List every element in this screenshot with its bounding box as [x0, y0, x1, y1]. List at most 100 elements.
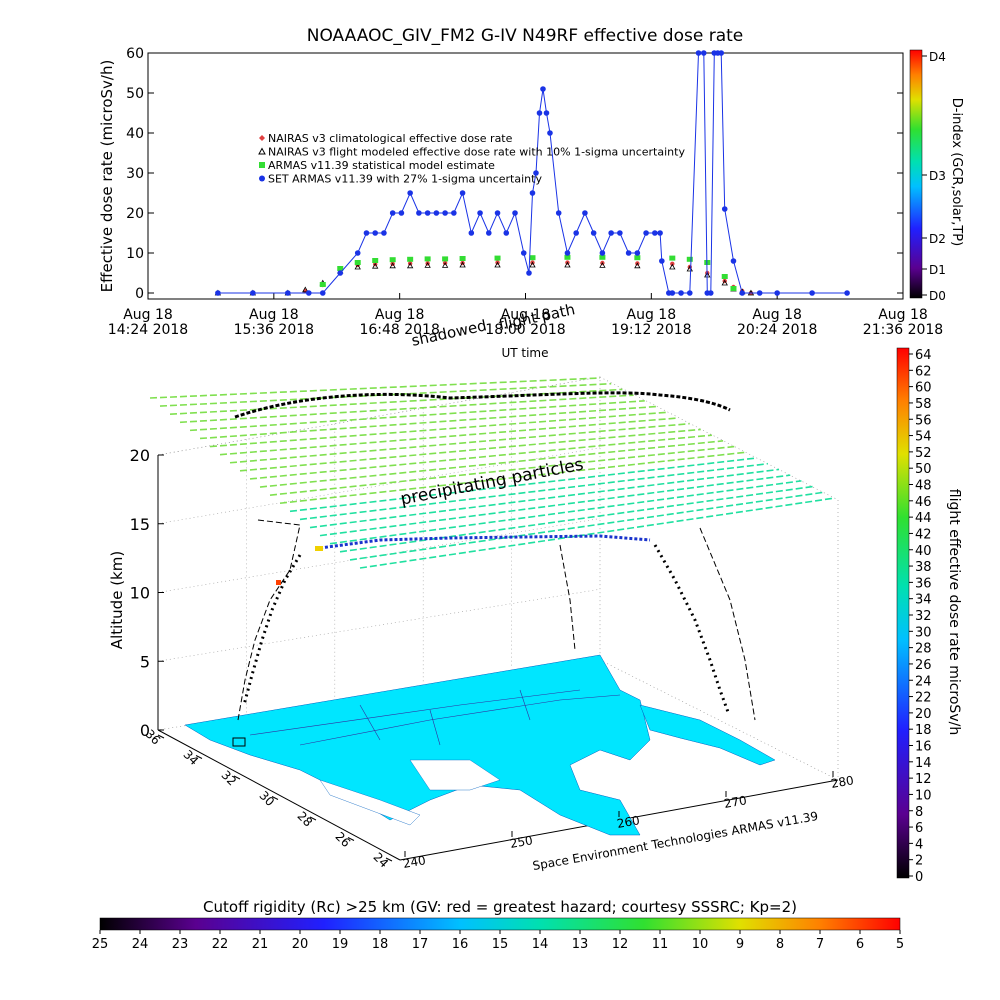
point-set-armas — [599, 250, 606, 256]
point-nairas-flight — [406, 262, 414, 269]
point-armas-model — [319, 282, 326, 287]
particle-row — [329, 480, 802, 545]
point-set-armas — [485, 230, 492, 236]
point-nairas-flight — [564, 261, 571, 268]
dose-tick-label: 8 — [915, 805, 923, 820]
x-tick-label-time: 16:48 2018 — [359, 322, 439, 338]
point-nairas-flight — [441, 262, 449, 268]
point-set-armas — [494, 210, 501, 216]
legend-marker — [259, 135, 265, 141]
legend: NAIRAS v3 climatological effective dose … — [258, 132, 685, 186]
dindex-tick-label: D2 — [929, 232, 946, 246]
dose-tick-label: 16 — [915, 740, 932, 755]
point-set-armas — [533, 170, 539, 176]
point-set-armas — [459, 190, 466, 196]
point-set-armas — [721, 206, 728, 212]
point-nairas-flight — [599, 262, 606, 268]
particle-row — [259, 440, 724, 488]
dose-tick-label: 48 — [915, 479, 932, 494]
altitude-tick-label: 5 — [140, 652, 150, 671]
altitude-axis-label: Altitude (km) — [108, 551, 126, 649]
dose-tick-label: 28 — [915, 642, 932, 657]
dose-colorbar — [896, 347, 910, 879]
longitude-tick-label: 260 — [616, 813, 641, 831]
cutoff-colorbar — [99, 917, 901, 931]
point-set-armas — [590, 230, 597, 236]
point-set-armas — [468, 230, 475, 236]
point-nairas-flight — [634, 262, 641, 269]
latitude-tick-mark — [271, 796, 279, 800]
point-nairas-flight — [389, 262, 396, 269]
point-nairas-flight — [354, 263, 361, 270]
point-set-armas — [424, 210, 431, 216]
latitude-tick-label: 30 — [256, 788, 277, 809]
cutoff-colorbar-title: Cutoff rigidity (Rc) >25 km (GV: red = g… — [203, 898, 797, 916]
particle-row — [219, 417, 679, 456]
particle-row — [279, 451, 746, 505]
altitude-tick-label: 10 — [130, 584, 150, 603]
point-set-armas — [774, 290, 780, 296]
point-armas-model — [686, 256, 693, 262]
legend-marker — [259, 162, 265, 168]
cutoff-tick-label: 24 — [132, 937, 149, 952]
x-tick-label-date: Aug 18 — [627, 307, 677, 323]
dose-tick-label: 46 — [915, 495, 932, 510]
latitude-tick-label: 24 — [370, 850, 391, 871]
dose-tick-label: 18 — [915, 723, 932, 738]
longitude-tick-label: 240 — [402, 853, 427, 871]
point-nairas-flight — [669, 263, 676, 270]
dose-series-group — [214, 50, 850, 296]
point-set-armas — [657, 230, 663, 236]
point-set-armas — [634, 250, 641, 256]
particle-row — [239, 428, 701, 472]
cutoff-tick-label: 11 — [652, 937, 669, 952]
dose-tick-label: 58 — [915, 397, 932, 412]
latitude-tick-mark — [347, 837, 355, 841]
point-set-armas — [285, 290, 291, 296]
point-set-armas — [398, 210, 405, 216]
point-set-armas — [756, 290, 763, 296]
particle-row — [199, 405, 657, 440]
point-nairas-flight — [372, 262, 379, 269]
dindex-tick-label: D0 — [929, 289, 946, 303]
x-tick-label-time: 19:12 2018 — [611, 322, 691, 338]
point-set-armas — [700, 50, 707, 56]
point-set-armas — [536, 110, 543, 116]
altitude-tick-label: 15 — [130, 515, 150, 534]
longitude-axis-ticks: 240 250 260 270 280 — [402, 771, 855, 871]
dose-tick-label: 60 — [915, 381, 932, 396]
point-armas-model — [337, 266, 344, 271]
point-armas-model — [459, 256, 466, 261]
cutoff-tick-label: 8 — [776, 937, 784, 952]
y-tick-label: 60 — [126, 46, 144, 62]
altitude-gridline — [157, 588, 601, 662]
dose-tick-label: 54 — [915, 430, 932, 445]
dose-tick-label: 56 — [915, 413, 932, 428]
point-set-armas — [809, 290, 815, 296]
particle-row — [309, 468, 780, 529]
dose-tick-label: 40 — [915, 544, 932, 559]
point-set-armas — [608, 230, 614, 236]
point-set-armas — [451, 210, 457, 216]
point-armas-model — [721, 274, 728, 279]
longitude-tick-label: 280 — [830, 773, 855, 791]
x-tick-label-time: 18:00 2018 — [485, 322, 565, 338]
point-set-armas — [372, 230, 378, 236]
cutoff-tick-label: 12 — [612, 937, 629, 952]
point-set-armas — [416, 210, 422, 216]
point-nairas-flight — [302, 286, 309, 293]
point-nairas-flight — [529, 261, 536, 268]
dindex-tick-label: D3 — [929, 169, 946, 183]
dose-tick-label: 26 — [915, 658, 932, 673]
point-set-armas — [354, 250, 361, 256]
y-tick-label: 0 — [135, 286, 144, 302]
latitude-tick-mark — [233, 775, 241, 780]
point-set-armas — [407, 190, 413, 196]
dose-colorbar-label: flight effective dose rate microSv/h — [946, 489, 962, 735]
dose-tick-label: 20 — [915, 707, 932, 722]
altitude-axis-ticks: 0 5 10 15 20 — [130, 446, 164, 740]
cutoff-tick-label: 7 — [816, 937, 824, 952]
y-tick-label: 10 — [126, 246, 144, 262]
dose-tick-label: 34 — [915, 593, 932, 608]
particle-row — [189, 400, 645, 432]
